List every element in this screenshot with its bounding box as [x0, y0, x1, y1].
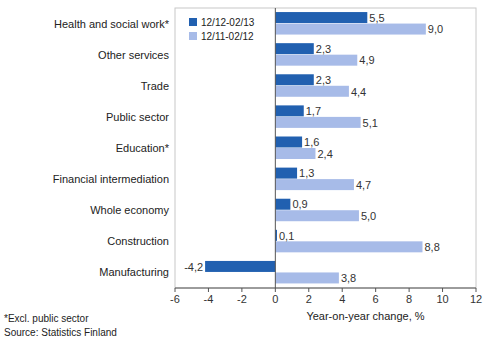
- x-tick-label: 12: [470, 293, 482, 305]
- legend: 12/12-02/13 12/11-02/12: [189, 17, 255, 42]
- bar: [275, 117, 360, 128]
- x-axis-label: Year-on-year change, %: [306, 310, 424, 322]
- bar: [275, 24, 426, 35]
- x-tick-label: -6: [170, 293, 180, 305]
- bar: [205, 261, 275, 272]
- data-label: 1,3: [299, 167, 314, 179]
- bar: [275, 199, 290, 210]
- category-label: Health and social work*: [54, 18, 170, 30]
- x-tick-label: 8: [406, 293, 412, 305]
- x-tick: [442, 288, 443, 292]
- bar: [275, 272, 339, 283]
- bar: [275, 12, 367, 23]
- data-label: 2,3: [316, 74, 331, 86]
- x-tick: [241, 288, 242, 292]
- bar: [275, 105, 303, 116]
- category-label: Manufacturing: [99, 266, 169, 278]
- bars: [205, 12, 426, 283]
- zero-line: [275, 8, 276, 288]
- bar: [275, 86, 349, 97]
- category-label: Construction: [107, 235, 169, 247]
- x-tick-label: 2: [306, 293, 312, 305]
- bar: [275, 43, 313, 54]
- bar: [275, 74, 313, 85]
- data-label: 5,5: [369, 12, 384, 24]
- data-label: 4,4: [351, 86, 366, 98]
- legend-label: 12/11-02/12: [201, 31, 254, 42]
- plot-frame: [175, 8, 476, 288]
- data-label: 1,6: [304, 136, 319, 148]
- data-label: 1,7: [306, 105, 321, 117]
- bar: [275, 179, 354, 190]
- x-tick-label: 4: [339, 293, 345, 305]
- x-axis: [175, 288, 476, 289]
- note: Source: Statistics Finland: [4, 327, 117, 338]
- legend-label: 12/12-02/13: [201, 17, 255, 28]
- note: *Excl. public sector: [4, 313, 89, 324]
- x-tick-label: -4: [204, 293, 214, 305]
- data-label: 5,0: [361, 210, 376, 222]
- data-label: 2,4: [317, 148, 332, 160]
- x-tick: [375, 288, 376, 292]
- data-label: 0,1: [279, 230, 294, 242]
- x-tick-label: 6: [373, 293, 379, 305]
- x-tick: [175, 288, 176, 292]
- data-label: 4,9: [359, 54, 374, 66]
- category-label: Public sector: [106, 111, 169, 123]
- bar: [275, 137, 302, 148]
- category-label: Financial intermediation: [53, 173, 169, 185]
- category-label: Whole economy: [90, 204, 169, 216]
- chart: 5,5 2,3 2,3 1,7 1,6 1,3 0,9 0,1 -4,2 9,0 4,9 4,4 5,1…: [0, 0, 496, 341]
- legend-swatch: [189, 18, 197, 26]
- x-tick: [308, 288, 309, 292]
- x-tick: [342, 288, 343, 292]
- x-tick: [208, 288, 209, 292]
- data-label: 9,0: [428, 23, 443, 35]
- data-labels: 5,5 2,3 2,3 1,7 1,6 1,3 0,9 0,1 -4,2 9,0 4,9 4,4 5,1…: [184, 12, 443, 284]
- bar: [275, 168, 297, 179]
- x-tick-label: -2: [237, 293, 247, 305]
- data-label: 3,8: [341, 272, 356, 284]
- x-tick: [476, 288, 477, 292]
- x-tick: [409, 288, 410, 292]
- data-label: 2,3: [316, 43, 331, 55]
- bar: [275, 210, 359, 221]
- bar: [275, 241, 422, 252]
- x-tick: [275, 288, 276, 292]
- category-label: Education*: [116, 142, 170, 154]
- data-label: 5,1: [363, 117, 378, 129]
- bar: [275, 148, 315, 159]
- data-label: 8,8: [424, 241, 439, 253]
- x-tick-label: 10: [436, 293, 448, 305]
- category-label: Trade: [141, 80, 169, 92]
- bar: [275, 55, 357, 66]
- data-label: 4,7: [356, 179, 371, 191]
- x-tick-label: 0: [272, 293, 278, 305]
- legend-swatch: [189, 32, 197, 40]
- category-label: Other services: [98, 49, 169, 61]
- data-label: 0,9: [292, 198, 307, 210]
- data-label: -4,2: [184, 261, 203, 273]
